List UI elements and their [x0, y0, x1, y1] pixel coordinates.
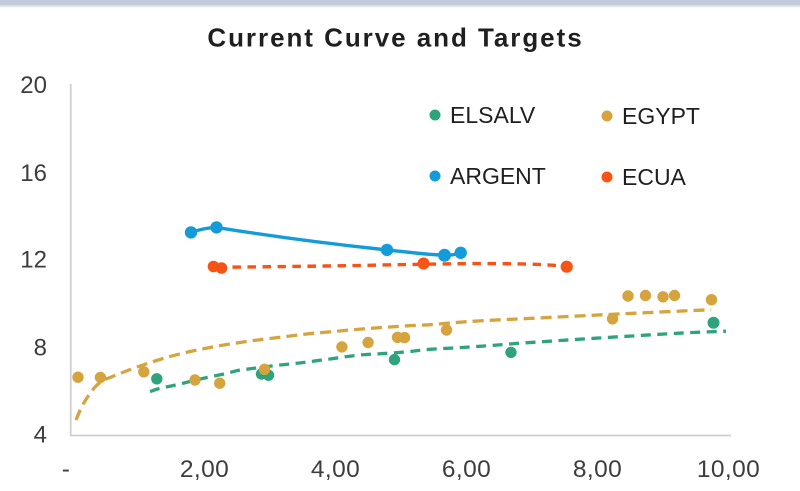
svg-text:Current Curve and Targets: Current Curve and Targets — [207, 23, 583, 53]
svg-text:ELSALV: ELSALV — [450, 102, 536, 128]
svg-text:EGYPT: EGYPT — [622, 103, 700, 129]
svg-text:4: 4 — [34, 422, 47, 449]
svg-text:ARGENT: ARGENT — [450, 163, 546, 189]
svg-text:-: - — [62, 456, 71, 483]
svg-text:8,00: 8,00 — [573, 456, 622, 483]
svg-text:4,00: 4,00 — [311, 456, 360, 483]
svg-text:ECUA: ECUA — [622, 164, 687, 190]
svg-text:12: 12 — [20, 247, 47, 274]
svg-text:8: 8 — [34, 335, 47, 362]
svg-text:10,00: 10,00 — [697, 456, 760, 483]
svg-text:6,00: 6,00 — [442, 456, 491, 483]
svg-text:2,00: 2,00 — [180, 456, 229, 483]
svg-text:20: 20 — [20, 72, 47, 99]
svg-text:16: 16 — [20, 160, 47, 187]
